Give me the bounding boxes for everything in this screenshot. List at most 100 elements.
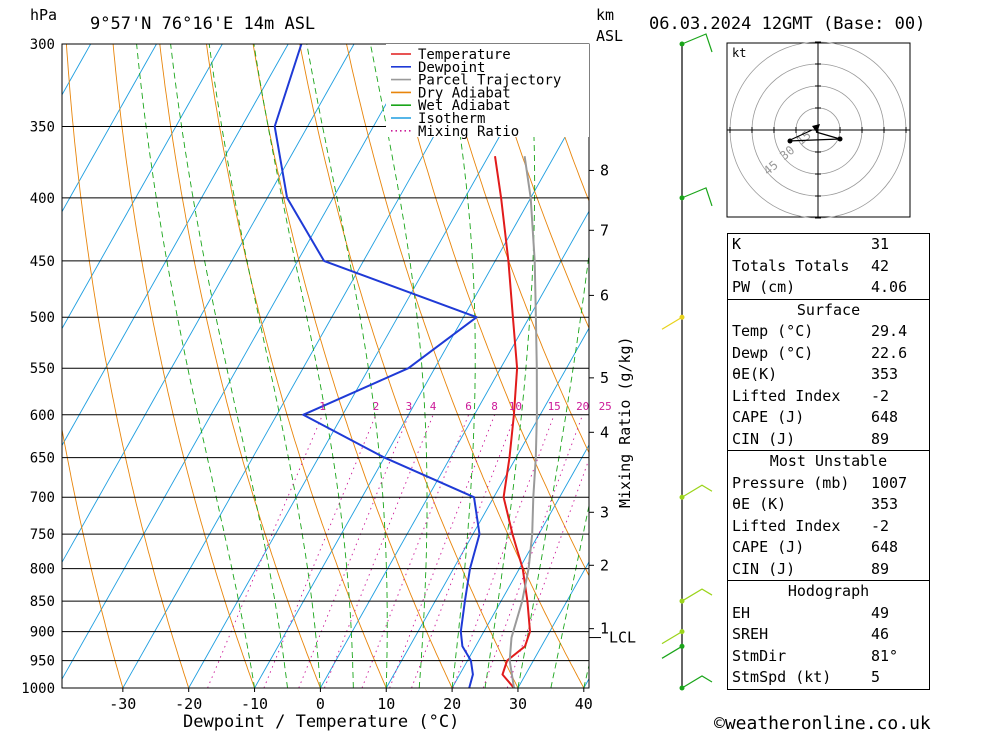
index-label: Pressure (mb) <box>732 473 850 492</box>
mixing-ratio-label: 10 <box>509 400 522 413</box>
mixing-ratio-label: 6 <box>465 400 472 413</box>
dry-adiabat <box>990 26 1000 688</box>
mixing-ratio-label: 1 <box>319 400 326 413</box>
temperature-line <box>494 156 531 688</box>
wet-adiabat <box>445 44 476 688</box>
index-label: EH <box>732 603 751 622</box>
index-row: EH 49 <box>728 603 929 625</box>
isotherm <box>62 44 157 213</box>
mixing-ratio-line <box>452 414 555 688</box>
dry-adiabat <box>439 44 589 454</box>
index-label: StmDir <box>732 646 787 665</box>
hodograph-point <box>787 138 793 144</box>
index-row: Dewp (°C) 22.6 <box>728 343 929 365</box>
pressure-tick-label: 900 <box>30 625 55 641</box>
index-value: 31 <box>871 235 890 253</box>
dry-adiabat <box>944 26 1000 688</box>
index-label: SREH <box>732 625 769 643</box>
index-row: CAPE (J) 648 <box>728 537 929 559</box>
legend-label: Temperature <box>418 47 511 63</box>
mixing-ratio-label: 3 <box>406 400 413 413</box>
index-label: Dewp (°C) <box>732 343 814 362</box>
pressure-tick-label: 850 <box>30 594 55 610</box>
index-label: Totals Totals <box>732 256 850 275</box>
index-row: PW (cm) 4.06 <box>728 277 929 299</box>
index-value: 4.06 <box>871 278 908 296</box>
index-row: Temp (°C) 29.4 <box>728 321 929 343</box>
dry-adiabat <box>206 44 387 688</box>
index-row: θE(K) 353 <box>728 364 929 386</box>
index-row: Totals Totals 42 <box>728 256 929 278</box>
index-row: SREH 46 <box>728 624 929 646</box>
index-value: -2 <box>871 386 890 405</box>
temperature-tick-label: 20 <box>443 695 461 713</box>
legend-label: Mixing Ratio <box>418 124 519 140</box>
pressure-tick-label: 950 <box>30 654 55 670</box>
km-axis: 8 7 6 5 4 3 2 1 LCL <box>589 161 636 647</box>
km-tick-label: 5 <box>600 369 609 387</box>
parcel-trajectory-line <box>508 156 538 688</box>
dry-adiabat <box>65 44 190 688</box>
surface-header: Surface <box>728 298 929 322</box>
dry-adiabat <box>299 44 519 688</box>
mixing-ratio-label: 15 <box>548 400 561 413</box>
index-value: 5 <box>871 668 881 686</box>
index-label: Temp (°C) <box>732 322 814 340</box>
index-label: CIN (J) <box>732 429 796 448</box>
wet-adiabat <box>484 44 536 688</box>
mixing-ratio-label: 8 <box>491 400 498 413</box>
index-value: 89 <box>871 559 890 578</box>
isotherm <box>385 327 589 688</box>
mixing-ratio-labels: 1 2 3 4 6 8 10 15 20 25 <box>319 400 612 413</box>
wet-adiabat <box>369 44 428 688</box>
legend-label: Parcel Trajectory <box>418 73 561 89</box>
index-label: PW (cm) <box>732 278 796 296</box>
isotherm <box>254 93 589 688</box>
pressure-tick-label: 300 <box>30 37 55 53</box>
km-tick-label: 7 <box>600 221 609 239</box>
index-row: CIN (J) 89 <box>728 559 929 581</box>
pressure-tick-label: 350 <box>30 120 55 136</box>
legend-box <box>386 44 589 137</box>
isotherm <box>62 44 223 330</box>
temperature-tick-label: 10 <box>377 695 395 713</box>
wind-profile <box>661 33 713 691</box>
wet-adiabat <box>253 44 354 688</box>
index-row: StmDir 81° <box>728 646 929 668</box>
lcl-label: LCL <box>609 629 636 647</box>
index-value: 353 <box>871 495 899 513</box>
dry-adiabat <box>62 427 124 688</box>
isotherm <box>62 44 355 564</box>
pressure-tick-label: 1000 <box>21 681 55 697</box>
pressure-unit-label: hPa <box>30 6 57 24</box>
index-label: Lifted Index <box>732 386 841 405</box>
profile-lines <box>273 44 538 688</box>
pressure-axis-labels: 300 350 400 450 500 550 600 650 700 750 800 850 900 9… <box>21 37 55 697</box>
mixing-ratio-line <box>207 414 324 688</box>
pressure-tick-label: 600 <box>30 408 55 424</box>
index-row: Lifted Index -2 <box>728 386 929 408</box>
index-label: CAPE (J) <box>732 408 805 426</box>
isotherm <box>320 210 589 688</box>
wind-barb <box>681 588 713 602</box>
index-value: 1007 <box>871 473 908 492</box>
km-unit-label: km <box>596 6 614 24</box>
mixing-ratio-line <box>389 414 496 688</box>
index-value: 49 <box>871 603 890 622</box>
index-value: 29.4 <box>871 322 908 340</box>
mixing-ratio-axis-label: Mixing Ratio (g/kg) <box>616 336 634 508</box>
indices-table: K 31 Totals Totals 42 PW (cm) 4.06 Surface Te… <box>727 233 930 690</box>
copyright: ©weatheronline.co.uk <box>714 713 931 733</box>
wind-barb <box>681 33 713 53</box>
index-value: 648 <box>871 538 899 556</box>
isotherm <box>122 44 487 688</box>
mixing-ratio-label: 4 <box>430 400 437 413</box>
background-lines <box>62 26 1000 688</box>
wind-barb <box>661 645 683 659</box>
isotherm <box>62 44 421 681</box>
index-value: 81° <box>871 646 899 665</box>
mixing-ratio-line <box>506 457 589 688</box>
km-tick-label: 4 <box>600 423 609 441</box>
km-tick-label: 1 <box>600 620 609 638</box>
dry-adiabat <box>159 44 321 688</box>
